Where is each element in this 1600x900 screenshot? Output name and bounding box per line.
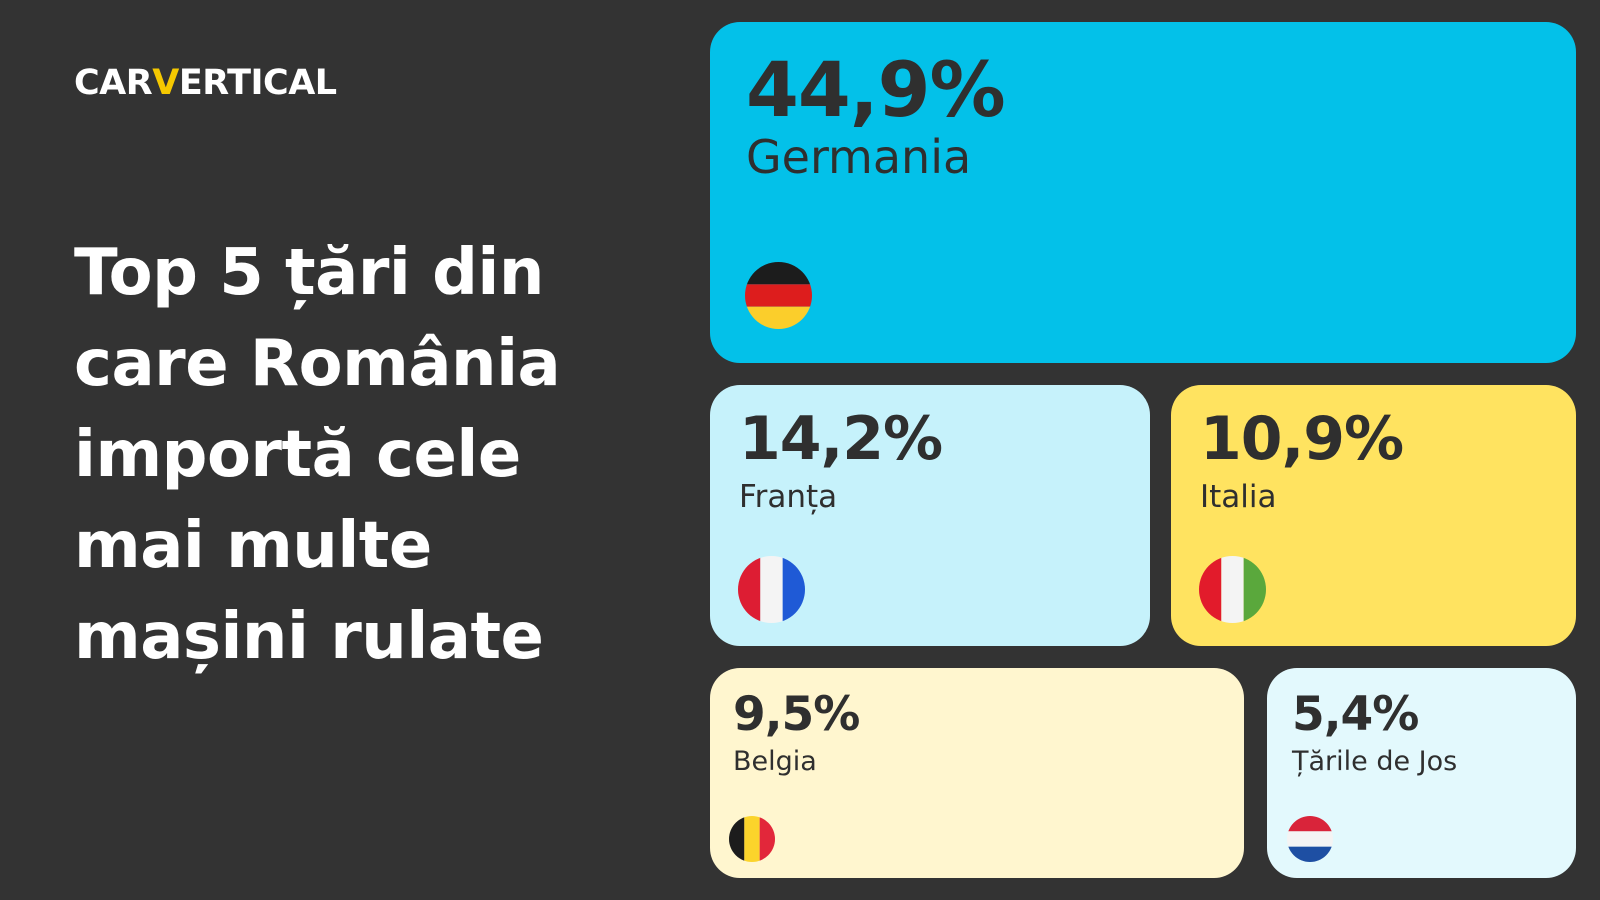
title-line: importă cele bbox=[74, 418, 521, 492]
country-label: Țările de Jos bbox=[1292, 746, 1458, 777]
title-line: mașini rulate bbox=[74, 600, 544, 674]
germany-flag-icon bbox=[745, 262, 812, 329]
netherlands-flag-icon bbox=[1287, 816, 1333, 862]
title-line: mai multe bbox=[74, 509, 432, 583]
percent-label: 44,9% bbox=[746, 45, 1006, 134]
carvertical-logo: CARVERTICAL bbox=[74, 63, 337, 103]
country-label: Belgia bbox=[733, 746, 817, 777]
title-line: care România bbox=[74, 327, 561, 401]
country-label: Italia bbox=[1200, 479, 1277, 515]
percent-label: 10,9% bbox=[1200, 404, 1404, 474]
italy-flag-icon bbox=[1199, 556, 1266, 623]
percent-label: 9,5% bbox=[733, 687, 860, 742]
tile-germany: 44,9% Germania bbox=[710, 22, 1576, 363]
tile-netherlands: 5,4% Țările de Jos bbox=[1267, 668, 1576, 878]
belgium-flag-icon bbox=[729, 816, 775, 862]
title-line: Top 5 țări din bbox=[74, 236, 544, 310]
page-title: Top 5 țări din care România importă cele… bbox=[74, 228, 674, 683]
country-label: Germania bbox=[746, 130, 972, 184]
tile-france: 14,2% Franța bbox=[710, 385, 1150, 646]
france-flag-icon bbox=[738, 556, 805, 623]
tile-italy: 10,9% Italia bbox=[1171, 385, 1576, 646]
percent-label: 5,4% bbox=[1292, 687, 1419, 742]
percent-label: 14,2% bbox=[739, 404, 943, 474]
country-label: Franța bbox=[739, 479, 838, 515]
tile-belgium: 9,5% Belgia bbox=[710, 668, 1244, 878]
